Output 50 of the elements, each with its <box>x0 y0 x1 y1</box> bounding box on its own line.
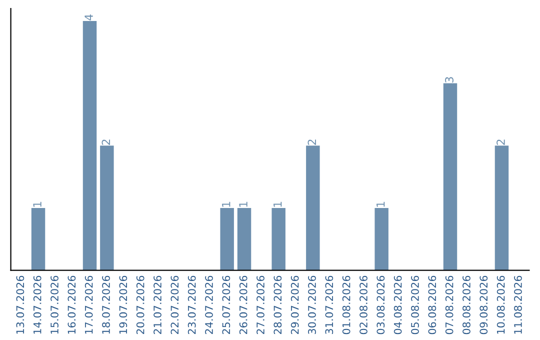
x-tick-label: 23.07.2026 <box>188 276 196 334</box>
x-tick-label: 04.08.2026 <box>394 276 402 334</box>
bar <box>443 83 458 270</box>
x-tick-label: 27.07.2026 <box>256 276 264 334</box>
x-tick-label: 24.07.2026 <box>205 276 213 334</box>
data-label: 2 <box>102 140 110 145</box>
data-label: 3 <box>445 77 454 82</box>
x-tick-label: 16.07.2026 <box>68 276 76 334</box>
x-tick-label: 20.07.2026 <box>136 276 144 334</box>
x-tick-label: 03.08.2026 <box>376 276 385 334</box>
bar <box>237 208 252 270</box>
x-tick-label: 19.07.2026 <box>119 276 128 334</box>
bar <box>306 146 320 270</box>
bar <box>31 208 46 270</box>
x-tick-label: 01.08.2026 <box>342 276 350 334</box>
x-tick-label: 13.07.2026 <box>16 276 24 334</box>
x-tick-label: 21.07.2026 <box>154 276 162 334</box>
data-label: 1 <box>376 202 385 207</box>
x-tick-label: 10.08.2026 <box>496 276 505 334</box>
x-tick-label: 14.07.2026 <box>33 276 42 334</box>
data-label: 1 <box>274 202 282 207</box>
x-tick-label: 17.07.2026 <box>84 276 93 334</box>
x-tick-label: 30.07.2026 <box>308 276 316 334</box>
data-label: 1 <box>33 202 42 207</box>
x-tick-label: 06.08.2026 <box>428 276 436 334</box>
x-tick-label: 28.07.2026 <box>274 276 282 334</box>
data-label: 2 <box>308 140 316 145</box>
bar <box>494 146 509 270</box>
bar <box>374 208 388 270</box>
x-tick-label: 26.07.2026 <box>239 276 248 334</box>
x-tick-label: 22.07.2026 <box>170 276 179 334</box>
bar <box>220 208 234 270</box>
x-tick-label: 31.07.2026 <box>325 276 334 334</box>
x-tick-label: 09.08.2026 <box>480 276 488 334</box>
bar <box>100 146 114 270</box>
x-tick-label: 08.08.2026 <box>462 276 470 334</box>
data-label: 2 <box>496 140 505 145</box>
x-tick-label: 15.07.2026 <box>50 276 58 334</box>
x-tick-label: 18.07.2026 <box>102 276 110 334</box>
data-label: 4 <box>84 14 93 20</box>
x-tick-label: 07.08.2026 <box>445 276 454 334</box>
bar <box>272 208 286 270</box>
x-tick-label: 02.08.2026 <box>360 276 368 334</box>
bar <box>82 20 97 270</box>
data-label: 1 <box>222 202 230 207</box>
data-label: 1 <box>239 202 248 207</box>
x-tick-label: 11.08.2026 <box>514 276 522 334</box>
x-tick-label: 05.08.2026 <box>411 276 419 334</box>
x-tick-label: 29.07.2026 <box>290 276 299 334</box>
x-tick-label: 25.07.2026 <box>222 276 230 334</box>
